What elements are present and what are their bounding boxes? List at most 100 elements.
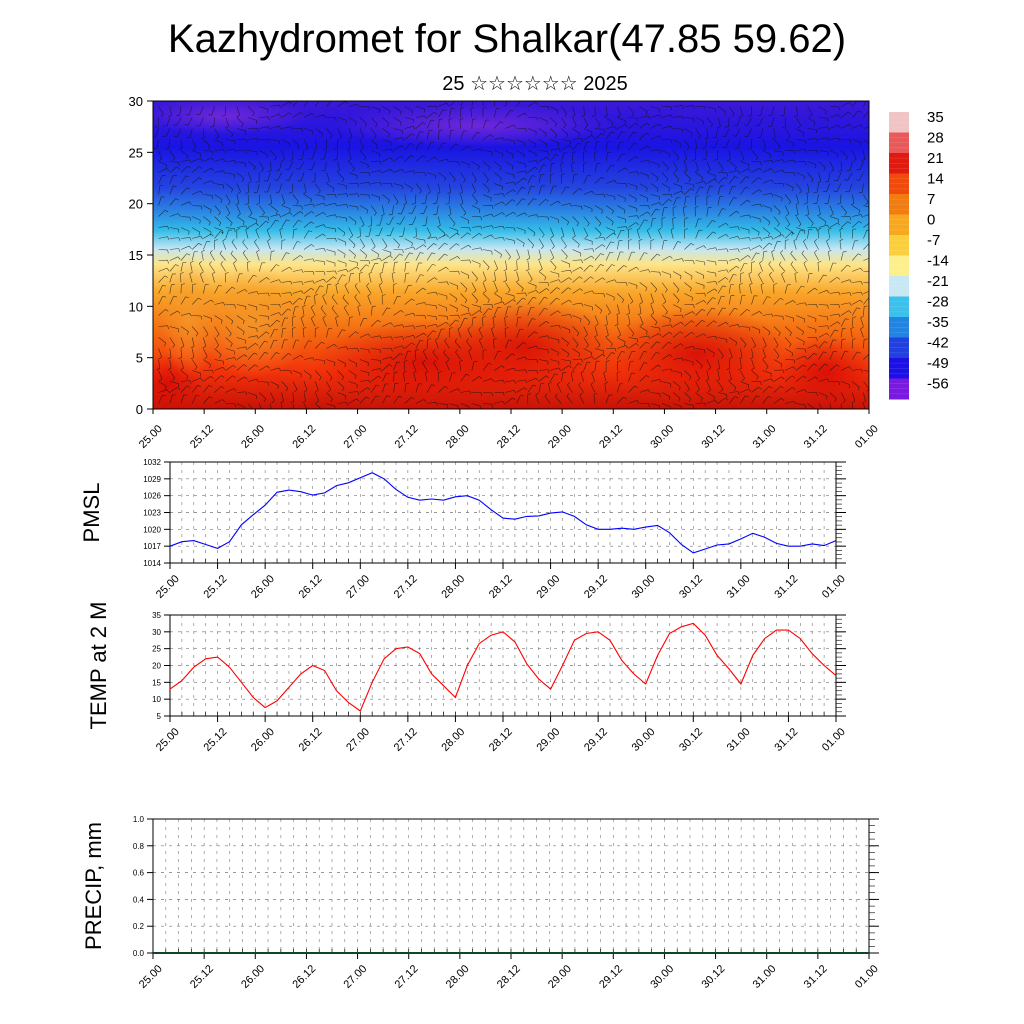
wind-barb bbox=[267, 172, 271, 182]
wind-barb bbox=[628, 194, 637, 200]
wind-barb bbox=[445, 362, 450, 371]
wind-barb-flag bbox=[729, 356, 733, 360]
wind-barb bbox=[628, 326, 635, 334]
wind-barb-flag bbox=[439, 118, 443, 120]
x-tick-label: 29.12 bbox=[582, 573, 610, 601]
wind-barb bbox=[169, 273, 173, 283]
wind-barb-flag bbox=[855, 179, 860, 181]
wind-barb-flag bbox=[567, 353, 570, 357]
wind-barb bbox=[460, 403, 470, 407]
wind-barb-flag bbox=[219, 354, 222, 358]
wind-barb bbox=[199, 117, 204, 127]
wind-barb-flag bbox=[617, 114, 621, 118]
wind-barb-flag bbox=[266, 331, 270, 334]
x-tick-label: 27.00 bbox=[341, 963, 369, 991]
wind-barb bbox=[180, 150, 189, 157]
wind-barb bbox=[302, 328, 305, 338]
wind-barb bbox=[672, 150, 679, 158]
wind-barb bbox=[236, 205, 241, 214]
x-tick-label: 01.00 bbox=[853, 423, 881, 451]
wind-barb-flag bbox=[611, 131, 615, 134]
wind-barb-flag bbox=[432, 330, 437, 333]
wind-barb-flag bbox=[393, 283, 397, 285]
page-subtitle: 25 ☆☆☆☆☆☆ 2025 bbox=[442, 73, 628, 95]
wind-barb bbox=[729, 391, 739, 393]
wind-barb-flag bbox=[680, 321, 684, 325]
wind-barb bbox=[281, 205, 291, 209]
wind-barb-flag bbox=[637, 118, 639, 122]
wind-barb bbox=[393, 353, 401, 360]
wind-barb bbox=[505, 306, 509, 316]
wind-barb bbox=[415, 155, 423, 162]
wind-barb bbox=[628, 343, 637, 349]
wind-barb bbox=[717, 222, 726, 228]
wind-barb bbox=[740, 247, 750, 250]
wind-barb-flag bbox=[701, 177, 704, 182]
wind-barb-flag bbox=[168, 115, 172, 118]
wind-barb-flag bbox=[458, 271, 460, 275]
wind-barb bbox=[191, 348, 195, 358]
wind-barb bbox=[426, 111, 435, 118]
wind-barb bbox=[180, 165, 188, 173]
wind-barb-flag bbox=[792, 387, 796, 390]
colorbar-swatch bbox=[889, 112, 909, 133]
wind-barb bbox=[180, 262, 184, 272]
wind-barb-flag bbox=[585, 344, 589, 348]
wind-barb bbox=[605, 164, 612, 173]
wind-barb-flag bbox=[167, 236, 170, 240]
wind-barb-flag bbox=[733, 197, 737, 199]
wind-barb bbox=[312, 150, 316, 160]
wind-barb bbox=[863, 230, 868, 239]
wind-barb bbox=[628, 337, 638, 340]
warm-core bbox=[432, 298, 619, 397]
wind-barb-flag bbox=[575, 344, 579, 348]
wind-barb bbox=[213, 117, 215, 127]
wind-barb bbox=[303, 128, 313, 132]
wind-barb-flag bbox=[242, 331, 245, 336]
wind-barb-flag bbox=[556, 287, 560, 290]
wind-barb-flag bbox=[442, 142, 447, 144]
wind-barb-flag bbox=[680, 343, 684, 347]
wind-barb-flag bbox=[773, 283, 778, 285]
wind-barb-flag bbox=[276, 264, 280, 267]
wind-barb-flag bbox=[456, 243, 460, 246]
wind-barb-flag bbox=[266, 227, 271, 231]
wind-barb-flag bbox=[614, 279, 617, 283]
wind-barb bbox=[505, 282, 511, 291]
wind-barb-flag bbox=[534, 331, 538, 334]
wind-barb bbox=[773, 348, 780, 357]
wind-barb-flag bbox=[521, 288, 524, 292]
wind-barb-flag bbox=[267, 316, 270, 320]
wind-barb bbox=[555, 396, 562, 404]
wind-barb bbox=[399, 216, 405, 225]
wind-barb-flag bbox=[465, 373, 470, 376]
wind-barb bbox=[639, 115, 649, 118]
wind-barb bbox=[628, 131, 634, 140]
wind-barb bbox=[550, 200, 559, 206]
wind-barb bbox=[572, 117, 577, 126]
wind-barb bbox=[829, 222, 838, 228]
wind-barb bbox=[348, 103, 358, 107]
wind-barb-flag bbox=[592, 290, 595, 294]
wind-barb bbox=[335, 317, 338, 327]
wind-barb bbox=[494, 249, 502, 255]
wind-barb bbox=[426, 252, 433, 261]
wind-barb bbox=[550, 148, 559, 151]
wind-barb-flag bbox=[600, 253, 604, 256]
wind-barb-flag bbox=[865, 201, 869, 205]
wind-barb-flag bbox=[782, 169, 785, 174]
wind-barb bbox=[438, 102, 447, 107]
wind-barb bbox=[535, 395, 540, 404]
wind-barb-flag bbox=[212, 195, 214, 199]
wind-barb bbox=[359, 370, 369, 373]
wind-barb bbox=[829, 403, 832, 409]
wind-barb bbox=[382, 249, 391, 253]
wind-barb bbox=[214, 139, 223, 144]
wind-barb-flag bbox=[758, 177, 762, 180]
wind-barb-flag bbox=[344, 305, 347, 308]
x-tick-label: 27.12 bbox=[393, 963, 421, 991]
wind-barb bbox=[527, 238, 534, 246]
wind-barb-flag bbox=[551, 246, 555, 250]
wind-barb-flag bbox=[459, 192, 463, 195]
wind-barb-flag bbox=[288, 353, 292, 356]
